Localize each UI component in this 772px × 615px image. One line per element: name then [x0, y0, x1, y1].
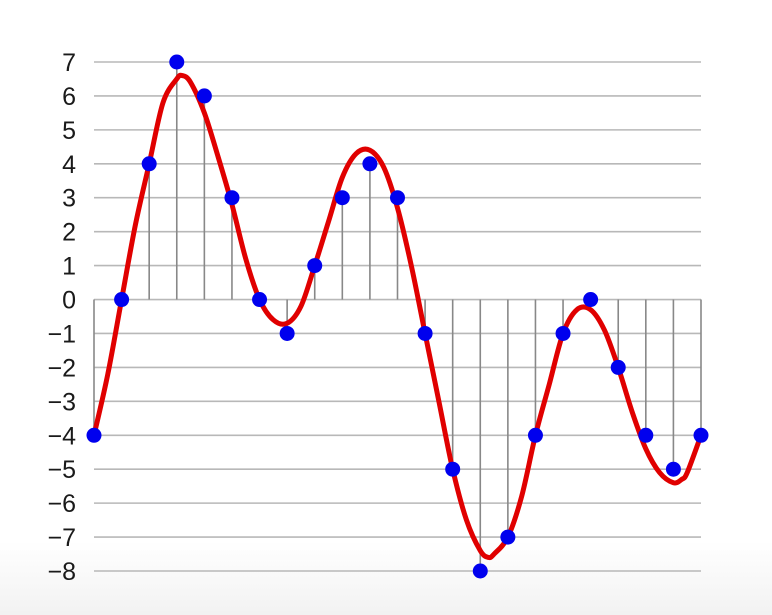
y-tick-label: −4	[47, 422, 76, 450]
sample-point	[196, 88, 212, 104]
sample-point	[362, 156, 378, 172]
sample-point	[417, 325, 433, 341]
y-tick-label: 3	[62, 185, 76, 213]
y-tick-label: 2	[62, 219, 76, 247]
sample-stems	[93, 62, 702, 571]
y-axis-tick-labels: 7 6 5 4 3 2 1 0 −1 −2 −3 −4 −5 −6 −7 −8	[47, 49, 76, 586]
y-tick-label: 4	[62, 151, 76, 179]
y-tick-label: 6	[62, 83, 76, 111]
sample-points	[86, 54, 709, 579]
sample-point	[693, 427, 709, 443]
y-tick-label: −5	[47, 456, 76, 484]
y-tick-label: −7	[47, 524, 76, 552]
sample-point	[527, 427, 543, 443]
sample-point	[334, 190, 350, 206]
sample-point	[279, 325, 295, 341]
y-tick-label: −8	[47, 558, 76, 586]
sample-point	[500, 529, 516, 545]
sample-point	[114, 292, 130, 308]
sample-point	[445, 461, 461, 477]
y-tick-label: −6	[47, 490, 76, 518]
sample-point	[555, 325, 571, 341]
sample-point	[141, 156, 157, 172]
sample-point	[638, 427, 654, 443]
y-tick-label: −2	[47, 354, 76, 382]
signal-curve-line	[91, 72, 704, 561]
y-tick-label: −1	[47, 320, 76, 348]
sample-point	[224, 190, 240, 206]
sample-point	[472, 563, 488, 579]
sample-point	[390, 190, 405, 206]
sample-point	[307, 258, 323, 274]
grid-lines	[94, 61, 701, 572]
signal-curve	[91, 72, 704, 561]
sample-point	[169, 54, 185, 70]
sample-point	[610, 359, 626, 375]
y-tick-label: 7	[62, 49, 76, 77]
y-tick-label: 1	[62, 253, 76, 281]
y-tick-label: −3	[47, 388, 76, 416]
sample-point	[86, 427, 102, 443]
y-tick-label: 5	[62, 117, 76, 145]
sample-point	[252, 292, 268, 308]
sample-point	[665, 461, 681, 477]
sample-point	[583, 292, 599, 308]
y-tick-label: 0	[62, 287, 76, 315]
